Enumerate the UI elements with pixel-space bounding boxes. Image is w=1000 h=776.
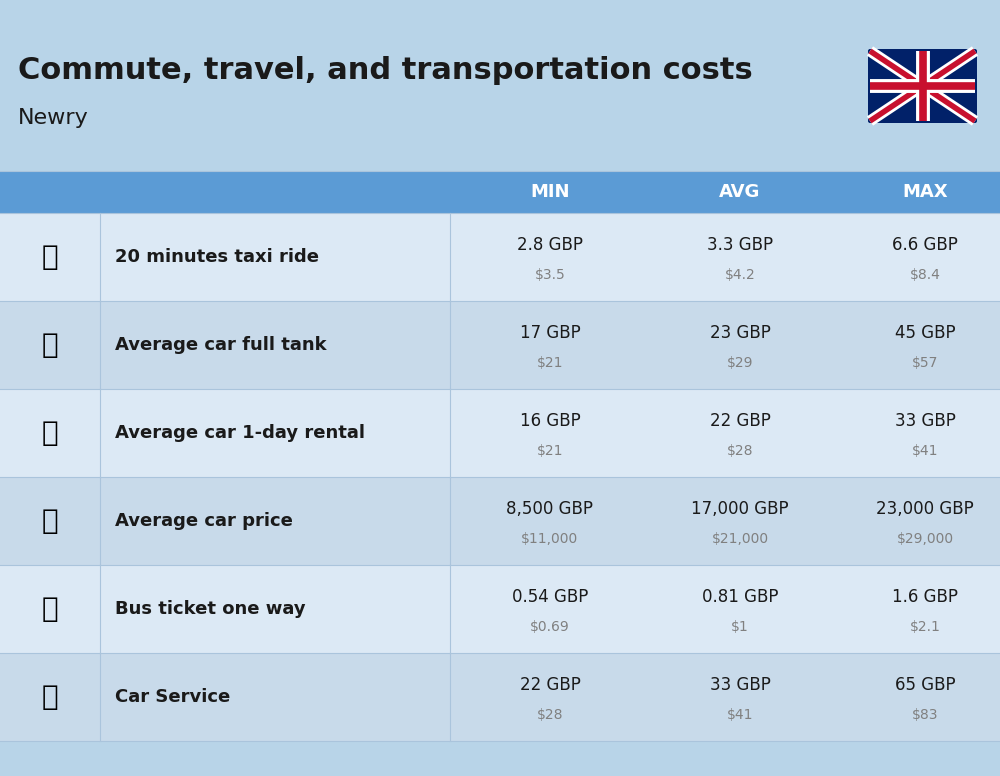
Text: 22 GBP: 22 GBP xyxy=(710,412,770,430)
Text: Average car 1-day rental: Average car 1-day rental xyxy=(115,424,365,442)
Text: 23,000 GBP: 23,000 GBP xyxy=(876,500,974,518)
Text: 65 GBP: 65 GBP xyxy=(895,676,955,694)
Text: $0.69: $0.69 xyxy=(530,620,570,634)
Text: $29,000: $29,000 xyxy=(896,532,954,546)
Text: 🚙: 🚙 xyxy=(42,419,58,447)
Text: Car Service: Car Service xyxy=(115,688,230,706)
Text: 🔧: 🔧 xyxy=(42,683,58,711)
Text: 16 GBP: 16 GBP xyxy=(520,412,580,430)
Text: $2.1: $2.1 xyxy=(910,620,940,634)
Text: $28: $28 xyxy=(727,444,753,458)
Text: 🚕: 🚕 xyxy=(42,243,58,271)
FancyBboxPatch shape xyxy=(0,301,1000,389)
Text: Commute, travel, and transportation costs: Commute, travel, and transportation cost… xyxy=(18,56,753,85)
Text: $57: $57 xyxy=(912,356,938,370)
Text: Newry: Newry xyxy=(18,108,89,128)
Text: 23 GBP: 23 GBP xyxy=(710,324,770,342)
Text: $29: $29 xyxy=(727,356,753,370)
FancyBboxPatch shape xyxy=(868,49,977,123)
Text: $21: $21 xyxy=(537,444,563,458)
Text: MIN: MIN xyxy=(530,183,570,201)
Text: AVG: AVG xyxy=(719,183,761,201)
Text: 6.6 GBP: 6.6 GBP xyxy=(892,236,958,254)
Text: ⛽: ⛽ xyxy=(42,331,58,359)
Text: $28: $28 xyxy=(537,708,563,722)
Text: 33 GBP: 33 GBP xyxy=(895,412,955,430)
FancyBboxPatch shape xyxy=(0,565,1000,653)
Text: $21: $21 xyxy=(537,356,563,370)
Text: 45 GBP: 45 GBP xyxy=(895,324,955,342)
Text: $4.2: $4.2 xyxy=(725,268,755,282)
Text: 3.3 GBP: 3.3 GBP xyxy=(707,236,773,254)
Text: 0.54 GBP: 0.54 GBP xyxy=(512,588,588,606)
Text: $8.4: $8.4 xyxy=(910,268,940,282)
Text: $41: $41 xyxy=(727,708,753,722)
Text: 17,000 GBP: 17,000 GBP xyxy=(691,500,789,518)
Text: MAX: MAX xyxy=(902,183,948,201)
Text: 2.8 GBP: 2.8 GBP xyxy=(517,236,583,254)
FancyBboxPatch shape xyxy=(0,213,1000,301)
Text: 33 GBP: 33 GBP xyxy=(710,676,770,694)
Text: Bus ticket one way: Bus ticket one way xyxy=(115,600,306,618)
Text: $41: $41 xyxy=(912,444,938,458)
Text: $3.5: $3.5 xyxy=(535,268,565,282)
Text: 🚌: 🚌 xyxy=(42,595,58,623)
Text: $21,000: $21,000 xyxy=(711,532,769,546)
FancyBboxPatch shape xyxy=(0,477,1000,565)
Text: $83: $83 xyxy=(912,708,938,722)
Text: $11,000: $11,000 xyxy=(521,532,579,546)
FancyBboxPatch shape xyxy=(0,653,1000,741)
Text: 20 minutes taxi ride: 20 minutes taxi ride xyxy=(115,248,319,266)
Text: 1.6 GBP: 1.6 GBP xyxy=(892,588,958,606)
Text: 0.81 GBP: 0.81 GBP xyxy=(702,588,778,606)
Text: Average car price: Average car price xyxy=(115,512,293,530)
Text: 22 GBP: 22 GBP xyxy=(520,676,580,694)
FancyBboxPatch shape xyxy=(0,171,1000,213)
Text: 🚗: 🚗 xyxy=(42,507,58,535)
Text: Average car full tank: Average car full tank xyxy=(115,336,327,354)
Text: 17 GBP: 17 GBP xyxy=(520,324,580,342)
Text: $1: $1 xyxy=(731,620,749,634)
Text: 8,500 GBP: 8,500 GBP xyxy=(507,500,594,518)
FancyBboxPatch shape xyxy=(0,389,1000,477)
